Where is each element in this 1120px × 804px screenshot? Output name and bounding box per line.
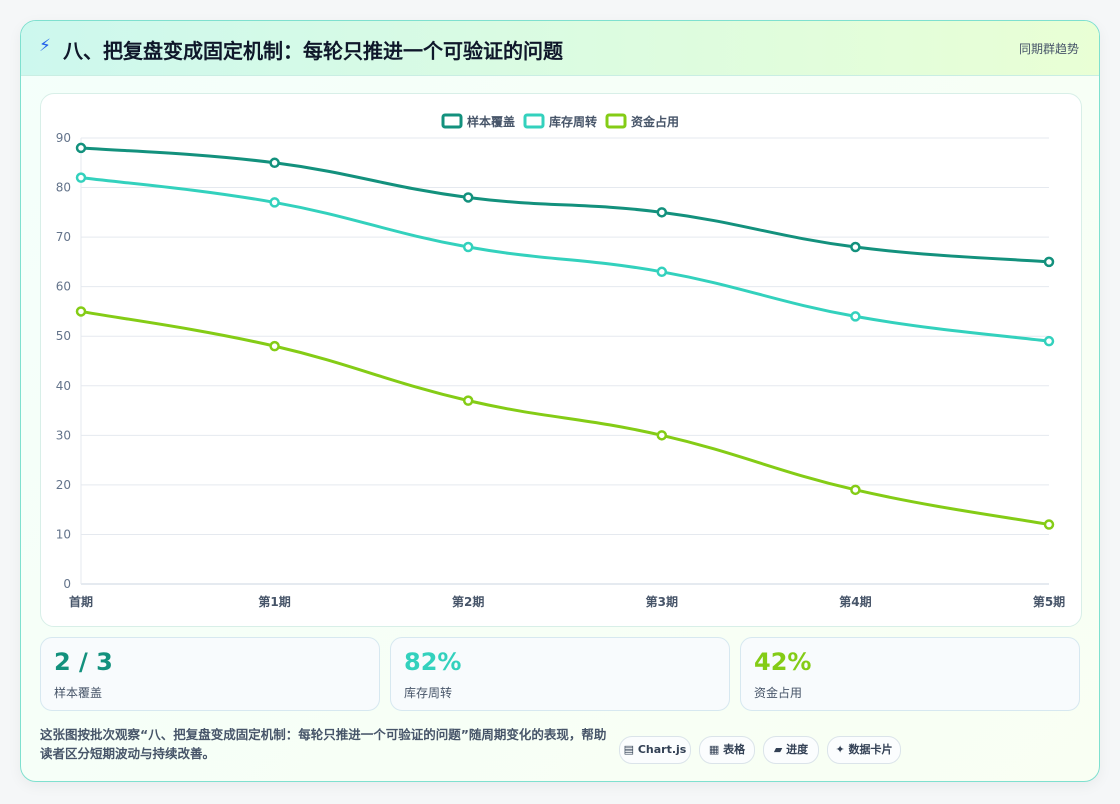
legend-label: 资金占用 — [631, 114, 679, 129]
data-point — [269, 197, 280, 208]
card-title: 八、把复盘变成固定机制：每轮只推进一个可验证的问题 — [63, 39, 563, 63]
series-line — [79, 176, 1051, 343]
x-tick-label: 第4期 — [839, 594, 871, 609]
y-tick-label: 20 — [56, 478, 71, 492]
chart-type-badge: 同期群趋势 — [1018, 42, 1079, 56]
y-tick-label: 30 — [56, 428, 71, 442]
y-tick-label: 80 — [56, 181, 71, 195]
chip-chartjs[interactable]: ▤ Chart.js — [619, 736, 691, 764]
data-point — [1043, 335, 1055, 347]
data-point — [1043, 256, 1055, 268]
kpi-card-capital-occupation: 42% 资金占用 — [740, 637, 1080, 711]
lightning-icon: ⚡ — [39, 36, 51, 56]
chip-progress[interactable]: ▰ 进度 — [763, 736, 819, 764]
data-point — [269, 340, 280, 352]
legend-swatch — [523, 113, 545, 129]
kpi-value: 82% — [404, 648, 462, 676]
data-point — [462, 395, 474, 406]
legend-label: 库存周转 — [549, 114, 597, 129]
data-point — [656, 430, 668, 441]
data-point — [850, 311, 861, 322]
data-point — [850, 241, 861, 253]
kpi-label: 库存周转 — [404, 686, 453, 700]
series-line — [79, 146, 1051, 264]
x-tick-label: 第3期 — [646, 594, 678, 609]
data-point — [75, 306, 87, 317]
legend-label: 样本覆盖 — [467, 114, 515, 129]
x-tick-label: 第5期 — [1033, 594, 1065, 609]
kpi-label: 资金占用 — [754, 686, 803, 700]
chip-table[interactable]: ▦ 表格 — [699, 736, 755, 764]
kpi-label: 样本覆盖 — [54, 686, 103, 700]
y-tick-label: 50 — [56, 329, 71, 343]
y-tick-label: 70 — [56, 230, 71, 244]
kpi-card-sample-coverage: 2 / 3 样本覆盖 — [40, 637, 380, 711]
data-point — [462, 241, 474, 253]
chart-panel: 0 10 20 30 40 50 60 70 80 90 首期 第1期 第2期 第3期 第4期 第5期 样本覆盖… — [40, 93, 1082, 627]
kpi-value: 2 / 3 — [54, 648, 113, 676]
kpi-value: 42% — [754, 648, 812, 676]
data-point — [656, 207, 668, 218]
data-point — [462, 192, 474, 203]
x-tick-label: 第1期 — [258, 594, 290, 609]
data-point — [1043, 519, 1055, 530]
data-point — [850, 484, 861, 496]
data-point — [656, 266, 668, 278]
y-tick-label: 0 — [63, 577, 71, 591]
data-point — [75, 172, 87, 183]
x-tick-label: 第2期 — [452, 594, 484, 609]
x-tick-label: 首期 — [69, 594, 93, 609]
card-header: ⚡ 八、把复盘变成固定机制：每轮只推进一个可验证的问题 同期群趋势 — [21, 21, 1099, 76]
chart-card: ⚡ 八、把复盘变成固定机制：每轮只推进一个可验证的问题 同期群趋势 0 10 20 3… — [20, 20, 1100, 782]
chip-data-cards[interactable]: ✦ 数据卡片 — [827, 736, 901, 764]
y-tick-label: 40 — [56, 379, 71, 393]
kpi-card-inventory-turnover: 82% 库存周转 — [390, 637, 730, 711]
legend-swatch — [441, 113, 463, 129]
data-point — [269, 157, 280, 169]
y-tick-label: 10 — [56, 527, 71, 541]
series-line — [79, 309, 1051, 527]
y-tick-label: 60 — [56, 280, 71, 294]
line-chart: 0 10 20 30 40 50 60 70 80 90 首期 第1期 第2期 第3期 第4期 第5期 样本覆盖… — [56, 113, 1065, 609]
y-tick-label: 90 — [56, 131, 71, 145]
legend-swatch — [605, 113, 627, 129]
data-point — [75, 142, 87, 154]
chart-description: 这张图按批次观察“八、把复盘变成固定机制：每轮只推进一个可验证的问题”随周期变化… — [40, 727, 607, 761]
